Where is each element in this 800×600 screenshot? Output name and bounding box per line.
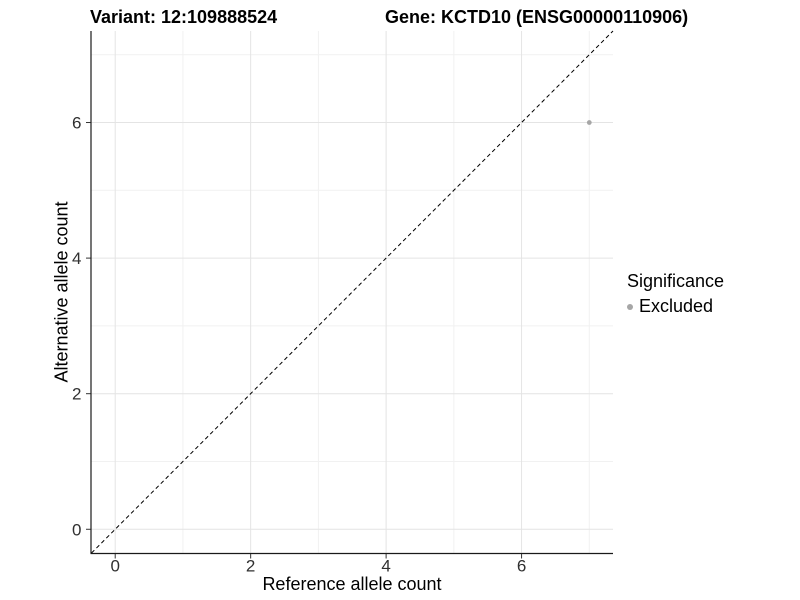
y-tick-label: 0 <box>72 520 81 539</box>
x-tick-label: 2 <box>246 557 255 576</box>
excluded-point-icon <box>627 303 633 310</box>
plot-title-variant: Variant: 12:109888524 <box>90 7 278 27</box>
x-tick-label: 0 <box>110 557 119 576</box>
legend-title: Significance <box>627 271 725 291</box>
legend-item-label: Excluded <box>639 296 714 316</box>
legend-item-excluded: Excluded <box>627 296 724 317</box>
x-tick-label: 4 <box>381 557 390 576</box>
data-point <box>586 120 592 125</box>
y-axis-title: Alternative allele count <box>51 201 72 383</box>
legend: Significance Excluded <box>627 271 724 317</box>
y-tick-label: 4 <box>72 249 81 268</box>
identity-line <box>91 30 614 554</box>
x-axis-title: Reference allele count <box>262 574 442 594</box>
x-tick-label: 6 <box>517 557 526 576</box>
plot-title-gene: Gene: KCTD10 (ENSG00000110906) <box>385 7 689 27</box>
y-tick-label: 6 <box>72 114 81 133</box>
y-tick-label: 2 <box>72 385 81 404</box>
